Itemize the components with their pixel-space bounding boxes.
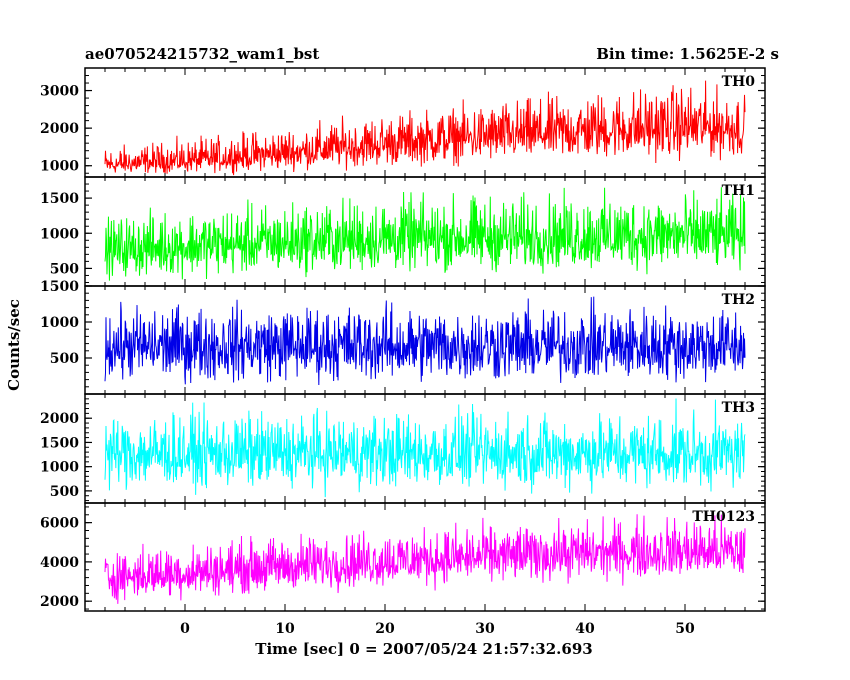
y-tick-label: 1500 bbox=[40, 435, 79, 451]
panel-th0: 1000 2000 3000 TH0 bbox=[40, 67, 766, 178]
series-line-th0 bbox=[104, 80, 746, 176]
x-tick-label: 50 bbox=[675, 621, 695, 637]
x-tick-label: 0 bbox=[180, 621, 190, 637]
bin-time-label: Bin time: 1.5625E-2 s bbox=[596, 45, 779, 63]
y-tick-label: 1000 bbox=[40, 226, 79, 242]
x-tick-label: 10 bbox=[275, 621, 295, 637]
y-tick-label: 500 bbox=[50, 351, 79, 367]
panels-group: 100020003000TH050010001500TH150010001500… bbox=[40, 67, 766, 637]
panel-th0123: 2000 4000 6000 TH0123 bbox=[40, 502, 766, 612]
y-tick-label: 3000 bbox=[40, 84, 79, 100]
y-tick-label: 500 bbox=[50, 261, 79, 277]
y-tick-label: 1500 bbox=[40, 191, 79, 207]
x-tick-label: 20 bbox=[375, 621, 395, 637]
y-tick-label: 1000 bbox=[40, 315, 79, 331]
y-tick-label: 2000 bbox=[40, 594, 79, 610]
panel-label-th2: TH2 bbox=[722, 292, 755, 308]
panel-label-th0: TH0 bbox=[722, 74, 756, 90]
panel-label-th1: TH1 bbox=[722, 183, 755, 199]
chart-title: ae070524215732_wam1_bst bbox=[85, 45, 319, 63]
x-axis-label: Time [sec] 0 = 2007/05/24 21:57:32.693 bbox=[255, 640, 592, 658]
panel-label-th3: TH3 bbox=[722, 400, 755, 416]
series-line-th1 bbox=[104, 187, 746, 281]
y-tick-label: 6000 bbox=[40, 516, 79, 532]
y-tick-label: 1000 bbox=[40, 159, 79, 175]
y-tick-label: 2000 bbox=[40, 121, 79, 137]
y-tick-label: 1500 bbox=[40, 279, 79, 295]
panel-label-th0123: TH0123 bbox=[692, 509, 755, 525]
y-tick-label: 1000 bbox=[40, 460, 79, 476]
y-tick-label: 4000 bbox=[40, 555, 79, 571]
panel-th1: 500 1000 1500 TH1 bbox=[40, 176, 766, 287]
y-tick-label: 2000 bbox=[40, 411, 79, 427]
x-tick-label: 30 bbox=[475, 621, 495, 637]
series-line-th3 bbox=[104, 398, 746, 498]
series-line-th0123 bbox=[104, 514, 746, 604]
series-line-th2 bbox=[104, 296, 746, 386]
x-tick-label: 40 bbox=[575, 621, 595, 637]
panel-th3: 500 1000 1500 2000 TH3 bbox=[40, 393, 766, 504]
panel-th2: 500 1000 1500 TH2 bbox=[40, 279, 766, 395]
y-tick-label: 500 bbox=[50, 484, 79, 500]
y-axis-label: Counts/sec bbox=[5, 299, 23, 391]
